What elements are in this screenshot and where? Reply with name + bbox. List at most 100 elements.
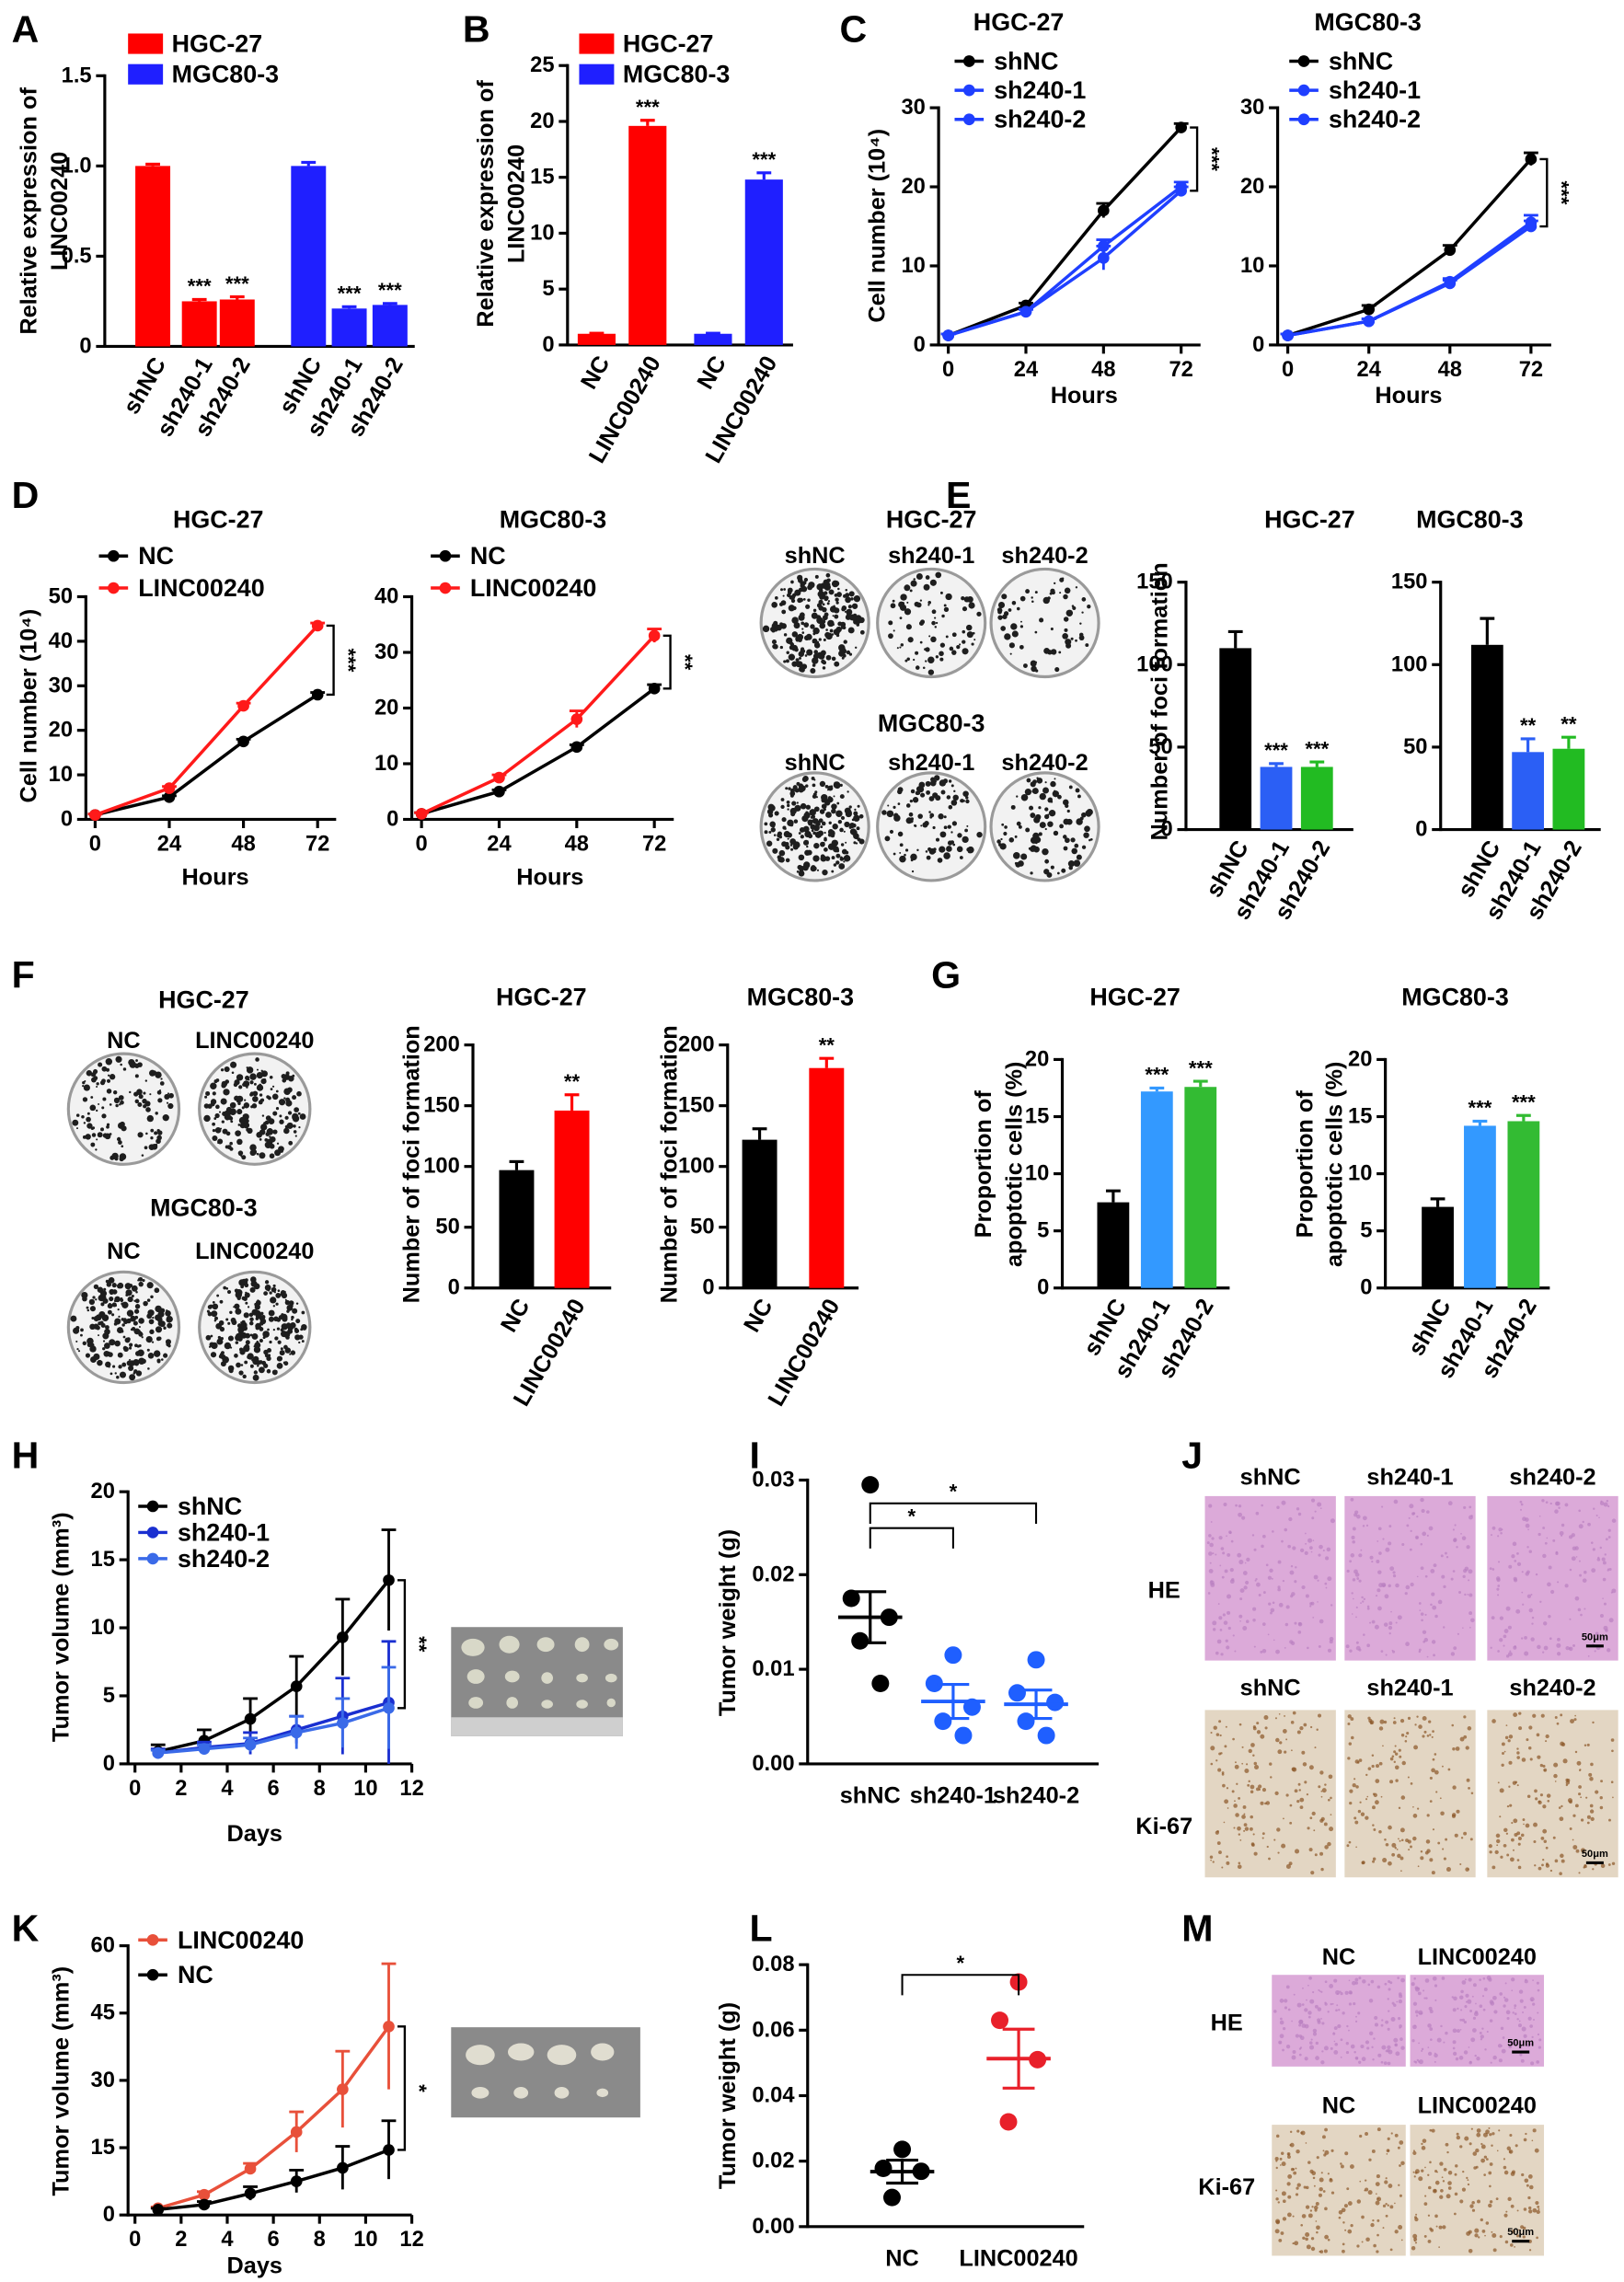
colony [294,1107,300,1112]
colony [1081,611,1084,614]
tissue-texture [1439,1797,1442,1800]
colony [264,1285,271,1291]
x-axis-label: Hours [1051,383,1118,409]
tissue-texture [1323,1822,1328,1827]
tissue-texture [1580,1818,1584,1822]
legend-label: HGC-27 [623,30,714,58]
tissue-texture [1538,2038,1542,2042]
point [842,1589,860,1608]
colony [839,783,843,788]
tissue-texture [1607,1648,1611,1653]
tissue-texture [1492,2248,1497,2253]
tissue-texture [1287,1544,1291,1549]
tissue-texture [1413,1977,1416,1980]
colony [786,593,791,597]
tissue-texture [1409,1504,1414,1509]
tissue-texture [1421,1508,1425,1514]
tissue-texture [1472,2016,1476,2020]
tissue-texture [1383,1720,1388,1724]
colony [146,1282,154,1289]
colony [230,1317,236,1323]
colony [93,1315,99,1322]
photo-label: sh240-1 [888,543,974,569]
colony [943,825,948,830]
colony [210,1099,217,1105]
tissue-texture [1261,1649,1267,1654]
tissue-texture [1355,1785,1359,1789]
colony [847,605,853,609]
point [198,2198,211,2211]
tissue-texture [1517,2023,1522,2028]
colony [280,1328,284,1332]
tissue-texture [1308,1848,1313,1852]
colony [267,1328,270,1331]
colony [909,799,914,803]
y-tick-label: 20 [91,1480,115,1504]
legend-label: LINC00240 [470,574,596,602]
tissue-texture [1374,2015,1378,2021]
tissue-texture [1537,2011,1539,2014]
colony [1010,804,1016,810]
tissue-texture [1443,1626,1445,1629]
tissue-texture [1414,2169,1420,2174]
tissue-texture [1572,1643,1575,1647]
colony [816,869,820,871]
bar [809,1067,845,1288]
tissue-texture [1211,1537,1215,1540]
colony [929,579,937,586]
colony [796,870,800,873]
colony [1068,865,1073,870]
colony [154,1131,158,1135]
colony [1057,794,1062,800]
tissue-texture [1413,2175,1416,2178]
colony [152,1316,155,1320]
y-tick-label: 5 [1037,1219,1049,1243]
significance: *** [378,279,402,302]
colony [157,1130,163,1135]
colony [803,635,810,641]
tissue-texture [1482,2008,1486,2011]
y-tick-label: 10 [49,763,73,787]
tissue-texture [1526,2184,1529,2187]
colony [154,1287,160,1294]
colony [818,638,822,641]
tissue-texture [1521,2173,1525,2177]
tissue-texture [1406,1732,1410,1735]
tissue-texture [1535,2200,1539,2206]
colony [264,1280,270,1285]
colony [235,1130,241,1137]
colony [292,1112,299,1120]
colony [126,1360,132,1366]
tissue-texture [1275,2160,1278,2162]
tissue-texture [1379,1719,1385,1724]
colony [1081,597,1087,602]
colony [253,1082,257,1086]
colony [1038,806,1042,810]
tissue-texture [1320,2017,1322,2020]
tissue-texture [1538,1866,1542,1871]
tissue-texture [1519,1999,1524,2003]
tissue-texture [1349,2164,1354,2170]
colony [769,821,776,828]
colony [252,1374,259,1381]
y-tick-label: 30 [1240,96,1264,120]
tissue-texture [1270,1608,1275,1613]
x-tick-label: NC [739,1295,778,1337]
colony [771,640,777,645]
colony [927,669,935,675]
tissue-texture [1396,1849,1399,1850]
tissue-texture [1427,2051,1433,2057]
tissue-texture [1503,1750,1506,1753]
colony [278,1099,286,1106]
colony [948,804,953,810]
tissue-texture [1308,1976,1312,1980]
tissue-texture [1327,1576,1332,1582]
tissue-texture [1293,1993,1296,1996]
point [198,1743,211,1755]
tissue-texture [1320,1816,1325,1821]
tissue-texture [1242,1571,1248,1575]
colony [131,1295,134,1298]
colony [162,1114,169,1122]
tissue-texture [1608,1567,1612,1571]
tissue-texture [1347,1722,1351,1725]
